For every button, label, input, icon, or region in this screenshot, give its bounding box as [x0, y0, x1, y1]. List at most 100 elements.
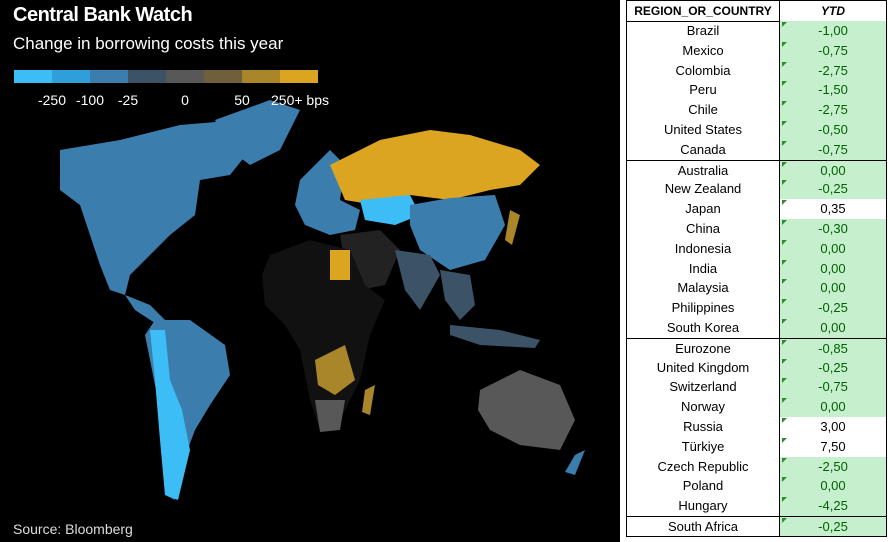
greenland — [215, 100, 300, 165]
cell-marker — [782, 497, 787, 503]
indonesia — [450, 325, 540, 348]
ytd-cell: -0,75 — [779, 377, 887, 398]
region-cell: Australia — [626, 160, 779, 181]
table-row: Czech Republic -2,50 — [626, 456, 887, 477]
cell-marker — [782, 22, 787, 27]
ytd-cell: -2,75 — [779, 100, 887, 121]
ytd-cell: -2,75 — [779, 60, 887, 81]
table-row: Indonesia 0,00 — [626, 238, 887, 259]
cell-marker — [782, 457, 787, 463]
table-row: China -0,30 — [626, 219, 887, 239]
ytd-cell: -0,25 — [779, 517, 887, 537]
region-cell: Philippines — [626, 298, 779, 319]
table-row: Canada -0,75 — [626, 139, 887, 160]
world-map — [60, 100, 585, 500]
region-cell: Russia — [626, 417, 779, 437]
region-cell: South Africa — [626, 517, 779, 537]
region-cell: Japan — [626, 199, 779, 220]
ytd-cell: -0,85 — [779, 338, 887, 359]
region-cell: Poland — [626, 476, 779, 497]
table-row: Brazil -1,00 — [626, 21, 887, 41]
cell-marker — [782, 378, 787, 384]
legend-swatch — [166, 70, 204, 83]
region-cell: Czech Republic — [626, 456, 779, 477]
ytd-cell: 0,00 — [779, 258, 887, 279]
table-row: Eurozone -0,85 — [626, 337, 887, 359]
table-row: Türkiye 7,50 — [626, 436, 887, 457]
table-row: United States -0,50 — [626, 120, 887, 140]
cell-marker — [782, 200, 787, 206]
cell-marker — [782, 259, 787, 265]
southeast-asia — [440, 270, 475, 320]
table-row: Switzerland -0,75 — [626, 377, 887, 398]
ytd-cell: -0,25 — [779, 357, 887, 378]
table-row: Poland 0,00 — [626, 476, 887, 497]
table-row: South Korea 0,00 — [626, 318, 887, 338]
ytd-cell: -1,50 — [779, 80, 887, 101]
legend-swatch — [90, 70, 128, 83]
north-america — [60, 120, 250, 295]
cell-marker — [782, 319, 787, 324]
region-cell: Colombia — [626, 60, 779, 81]
cell-marker — [782, 161, 787, 167]
japan — [505, 210, 520, 245]
header-row: REGION_OR_COUNTRY YTD — [626, 0, 887, 22]
cell-marker — [782, 477, 787, 483]
cell-marker — [782, 437, 787, 443]
cell-marker — [782, 220, 787, 225]
source: Source: Bloomberg — [13, 521, 133, 537]
cell-marker — [782, 418, 787, 423]
region-cell: United States — [626, 120, 779, 140]
india — [395, 250, 440, 310]
table-bottom-border — [626, 535, 887, 537]
australia — [478, 370, 575, 450]
data-table: REGION_OR_COUNTRY YTD Brazil -1,00 Mexico -0,… — [626, 0, 888, 542]
africa-east — [315, 345, 355, 395]
legend-swatch — [52, 70, 90, 83]
cell-marker — [782, 140, 787, 146]
table-row: India 0,00 — [626, 258, 887, 279]
ytd-cell: 0,00 — [779, 397, 887, 418]
region-cell: Hungary — [626, 496, 779, 517]
region-cell: Türkiye — [626, 436, 779, 457]
legend-swatch — [14, 70, 52, 83]
cell-marker — [782, 518, 787, 523]
region-cell: Canada — [626, 139, 779, 160]
subtitle: Change in borrowing costs this year — [13, 34, 284, 53]
table-row: New Zealand -0,25 — [626, 179, 887, 200]
madagascar — [362, 385, 375, 415]
egypt — [330, 250, 350, 280]
region-cell: United Kingdom — [626, 357, 779, 378]
ytd-cell: -0,25 — [779, 179, 887, 200]
map-panel: Central Bank Watch Change in borrowing c… — [0, 0, 620, 542]
table-row: Mexico -0,75 — [626, 40, 887, 61]
legend-swatch — [280, 70, 318, 83]
cell-marker — [782, 398, 787, 404]
table-row: South Africa -0,25 — [626, 516, 887, 537]
column-header: REGION_OR_COUNTRY — [626, 1, 779, 21]
cell-marker — [782, 101, 787, 107]
table-row: Malaysia 0,00 — [626, 278, 887, 299]
new-zealand — [565, 450, 585, 475]
region-cell: Switzerland — [626, 377, 779, 398]
ytd-cell: 0,00 — [779, 160, 887, 181]
cell-marker — [782, 299, 787, 305]
table-row: Philippines -0,25 — [626, 298, 887, 319]
region-cell: Indonesia — [626, 238, 779, 259]
ytd-cell: -2,50 — [779, 456, 887, 477]
region-cell: Norway — [626, 397, 779, 418]
legend-label: -250 — [38, 92, 66, 108]
ytd-cell: -1,00 — [779, 21, 887, 41]
cell-marker — [782, 239, 787, 245]
table-row: Colombia -2,75 — [626, 60, 887, 81]
cell-marker — [782, 61, 787, 67]
legend-swatch — [242, 70, 280, 83]
table-row: Chile -2,75 — [626, 100, 887, 121]
region-cell: Peru — [626, 80, 779, 101]
region-cell: India — [626, 258, 779, 279]
ytd-cell: 0,00 — [779, 476, 887, 497]
table-row: Russia 3,00 — [626, 417, 887, 437]
andes — [150, 330, 190, 500]
legend-label: 50 — [234, 92, 250, 108]
central-america — [125, 295, 165, 325]
